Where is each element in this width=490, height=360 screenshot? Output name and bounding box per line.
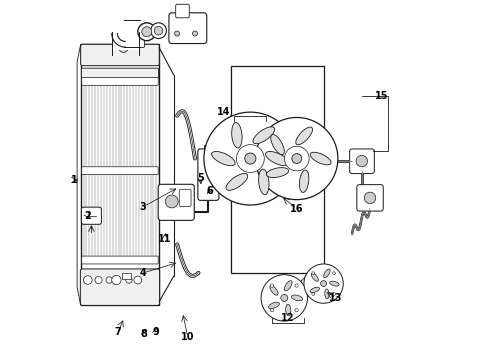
- Text: 16: 16: [290, 203, 303, 213]
- FancyBboxPatch shape: [81, 68, 159, 78]
- Circle shape: [270, 309, 273, 312]
- Ellipse shape: [271, 134, 284, 155]
- Text: 12: 12: [281, 312, 294, 323]
- FancyBboxPatch shape: [122, 34, 145, 48]
- FancyBboxPatch shape: [81, 207, 101, 224]
- Circle shape: [165, 195, 178, 208]
- Circle shape: [134, 276, 142, 284]
- Circle shape: [295, 309, 298, 312]
- Circle shape: [364, 192, 376, 203]
- FancyBboxPatch shape: [179, 189, 191, 206]
- Ellipse shape: [330, 281, 339, 286]
- Ellipse shape: [266, 152, 289, 166]
- Circle shape: [106, 277, 113, 283]
- FancyBboxPatch shape: [82, 256, 158, 264]
- Ellipse shape: [270, 285, 278, 295]
- Circle shape: [261, 275, 308, 321]
- Circle shape: [154, 26, 163, 35]
- Bar: [123, 20, 139, 47]
- Circle shape: [285, 146, 309, 171]
- Ellipse shape: [259, 169, 269, 195]
- Text: 15: 15: [375, 91, 388, 101]
- Circle shape: [295, 284, 298, 287]
- Circle shape: [142, 27, 152, 37]
- Circle shape: [151, 23, 167, 39]
- Text: 13: 13: [329, 293, 343, 303]
- Text: 4: 4: [140, 268, 147, 278]
- Circle shape: [119, 43, 128, 53]
- FancyBboxPatch shape: [81, 44, 159, 66]
- Text: 11: 11: [158, 234, 172, 244]
- Text: 2: 2: [84, 211, 91, 221]
- Circle shape: [270, 284, 273, 287]
- Circle shape: [333, 293, 335, 296]
- Ellipse shape: [310, 152, 331, 165]
- Ellipse shape: [311, 273, 318, 281]
- Circle shape: [304, 264, 343, 303]
- Ellipse shape: [299, 170, 309, 193]
- Circle shape: [312, 293, 315, 296]
- Circle shape: [356, 156, 368, 167]
- Circle shape: [245, 153, 256, 164]
- Text: 1: 1: [71, 175, 77, 185]
- Text: 3: 3: [140, 202, 147, 212]
- Bar: [112, 32, 139, 50]
- Ellipse shape: [232, 122, 242, 148]
- Circle shape: [281, 294, 288, 301]
- Bar: [81, 44, 159, 305]
- Ellipse shape: [325, 289, 329, 299]
- Ellipse shape: [286, 304, 291, 316]
- Circle shape: [237, 145, 264, 172]
- Ellipse shape: [212, 152, 235, 166]
- Text: 8: 8: [141, 329, 147, 339]
- FancyBboxPatch shape: [357, 185, 383, 211]
- FancyBboxPatch shape: [198, 149, 219, 201]
- Ellipse shape: [284, 281, 292, 291]
- Ellipse shape: [310, 287, 319, 293]
- Text: 5: 5: [197, 173, 204, 183]
- Bar: [122, 273, 131, 279]
- Ellipse shape: [324, 269, 330, 278]
- Circle shape: [292, 154, 302, 163]
- Text: 9: 9: [152, 327, 159, 337]
- Circle shape: [83, 276, 92, 284]
- Text: 6: 6: [206, 186, 213, 196]
- Circle shape: [138, 23, 156, 41]
- FancyBboxPatch shape: [82, 167, 158, 175]
- Circle shape: [204, 112, 297, 205]
- Ellipse shape: [253, 127, 275, 144]
- Circle shape: [256, 117, 338, 200]
- Circle shape: [193, 31, 197, 36]
- Ellipse shape: [267, 168, 289, 177]
- Bar: [204, 145, 213, 152]
- Text: 7: 7: [115, 327, 122, 337]
- FancyBboxPatch shape: [176, 4, 189, 18]
- Circle shape: [312, 272, 315, 275]
- Text: 10: 10: [181, 332, 195, 342]
- Circle shape: [95, 276, 102, 284]
- Ellipse shape: [226, 174, 248, 190]
- Circle shape: [126, 277, 132, 283]
- FancyBboxPatch shape: [350, 149, 374, 174]
- Bar: [231, 66, 323, 273]
- FancyBboxPatch shape: [169, 13, 207, 44]
- Ellipse shape: [296, 127, 313, 145]
- Text: 14: 14: [217, 107, 230, 117]
- FancyBboxPatch shape: [80, 269, 160, 305]
- Ellipse shape: [269, 302, 279, 309]
- Circle shape: [333, 272, 335, 275]
- Circle shape: [112, 275, 121, 285]
- Circle shape: [320, 281, 326, 287]
- Ellipse shape: [292, 295, 303, 301]
- Circle shape: [174, 31, 180, 36]
- FancyBboxPatch shape: [82, 77, 158, 85]
- FancyBboxPatch shape: [158, 184, 194, 220]
